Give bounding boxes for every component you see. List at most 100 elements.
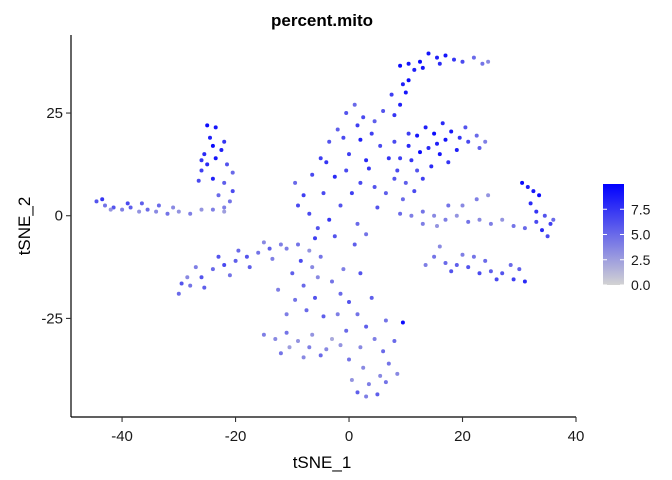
data-point xyxy=(366,382,371,387)
data-point xyxy=(358,345,363,350)
x-tick-label: 0 xyxy=(345,428,353,445)
data-point xyxy=(372,119,377,124)
data-point xyxy=(542,213,547,218)
y-axis-title: tSNE_2 xyxy=(15,197,34,256)
data-point xyxy=(335,127,340,132)
data-point xyxy=(185,275,190,280)
data-point xyxy=(477,271,482,276)
data-point xyxy=(332,234,337,239)
data-point xyxy=(296,339,300,343)
data-point xyxy=(208,135,212,140)
data-point xyxy=(494,277,499,282)
colorbar-label: 2.5 xyxy=(631,252,651,268)
data-point xyxy=(486,59,491,64)
data-point xyxy=(426,146,431,150)
data-point xyxy=(222,263,227,267)
data-point xyxy=(301,283,306,288)
data-point xyxy=(324,347,329,352)
data-point xyxy=(273,337,278,341)
data-point xyxy=(236,248,241,253)
data-point xyxy=(423,125,428,130)
data-point xyxy=(139,201,144,206)
data-points xyxy=(94,51,556,399)
data-point xyxy=(364,394,369,399)
data-point xyxy=(415,133,420,138)
data-point xyxy=(525,185,530,189)
data-point xyxy=(94,199,99,204)
x-tick-label: -40 xyxy=(111,428,133,445)
data-point xyxy=(423,263,428,267)
data-point xyxy=(349,191,354,196)
colorbar-label: 0.0 xyxy=(631,277,651,293)
data-point xyxy=(545,234,550,239)
data-point xyxy=(531,189,536,194)
data-point xyxy=(344,328,349,333)
data-point xyxy=(392,176,397,181)
data-point xyxy=(193,265,198,270)
x-axis-title: tSNE_1 xyxy=(293,453,352,472)
data-point xyxy=(477,146,482,150)
data-point xyxy=(537,193,542,198)
data-point xyxy=(392,113,397,118)
data-point xyxy=(474,197,479,202)
data-point xyxy=(548,221,553,226)
data-point xyxy=(176,209,181,214)
data-point xyxy=(366,166,371,171)
data-point xyxy=(256,250,261,255)
data-point xyxy=(398,102,403,107)
data-point xyxy=(227,199,232,204)
data-point xyxy=(225,162,229,167)
data-point xyxy=(341,135,346,140)
data-point xyxy=(216,254,221,259)
data-point xyxy=(321,191,326,196)
data-point xyxy=(307,211,312,216)
data-point xyxy=(179,281,184,286)
data-point xyxy=(432,254,437,259)
data-point xyxy=(508,263,513,267)
data-point xyxy=(278,242,283,247)
data-point xyxy=(338,343,343,348)
data-point xyxy=(202,285,207,290)
data-point xyxy=(213,125,218,130)
data-point xyxy=(443,53,448,58)
data-point xyxy=(318,353,323,358)
data-point xyxy=(296,242,300,247)
data-point xyxy=(398,156,403,161)
data-point xyxy=(466,265,471,270)
data-point xyxy=(488,221,493,226)
data-point xyxy=(293,297,298,302)
data-point xyxy=(483,258,488,263)
axes xyxy=(70,35,576,418)
data-point xyxy=(361,365,366,370)
data-point xyxy=(270,256,275,261)
data-point xyxy=(154,209,159,214)
data-point xyxy=(188,211,193,216)
data-point xyxy=(318,156,323,161)
data-point xyxy=(392,339,397,343)
data-point xyxy=(210,143,215,148)
data-point xyxy=(488,269,493,274)
data-point xyxy=(383,380,388,385)
data-point xyxy=(395,371,400,376)
data-point xyxy=(522,226,527,231)
data-point xyxy=(301,355,306,360)
data-point xyxy=(230,189,235,194)
data-point xyxy=(406,61,411,66)
data-point xyxy=(247,265,252,270)
data-point xyxy=(358,180,363,185)
data-point xyxy=(202,152,207,157)
data-point xyxy=(534,219,539,224)
data-point xyxy=(137,209,142,214)
data-point xyxy=(435,55,439,60)
data-point xyxy=(369,295,374,300)
data-point xyxy=(176,291,181,296)
data-point xyxy=(420,176,425,181)
data-point xyxy=(400,82,405,87)
data-point xyxy=(352,102,357,107)
data-point xyxy=(361,115,366,120)
data-point xyxy=(432,131,437,136)
data-point xyxy=(454,213,459,218)
data-point xyxy=(355,312,360,317)
data-point xyxy=(327,139,332,144)
y-tick-label: 0 xyxy=(55,208,63,225)
